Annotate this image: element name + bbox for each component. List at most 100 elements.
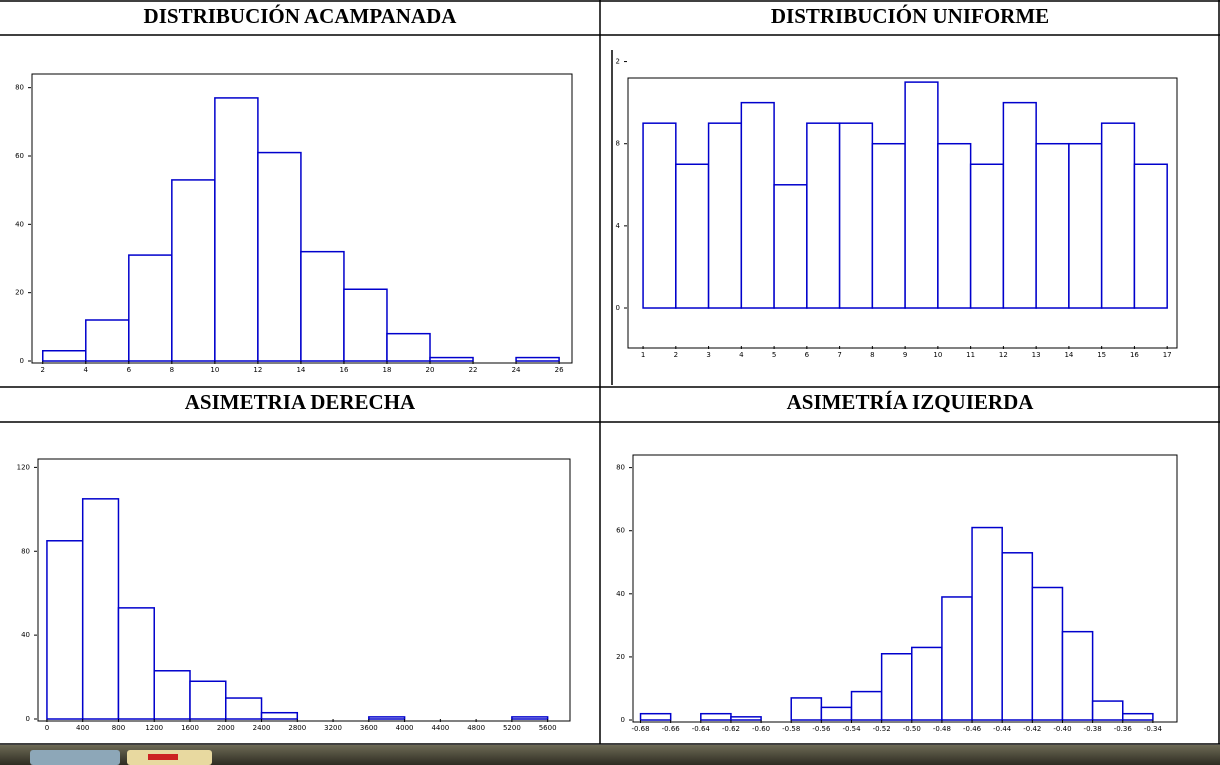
bar bbox=[675, 163, 710, 309]
y-tick-label: 8 bbox=[616, 140, 620, 148]
bar bbox=[850, 690, 883, 721]
bar bbox=[85, 319, 130, 362]
bar bbox=[1002, 101, 1037, 309]
x-tick-label: 5 bbox=[772, 351, 776, 359]
x-tick-label: 11 bbox=[966, 351, 975, 359]
x-tick-label: 10 bbox=[933, 351, 942, 359]
bar bbox=[386, 332, 431, 362]
bar bbox=[1122, 712, 1154, 721]
bar bbox=[117, 607, 155, 720]
bar bbox=[1061, 630, 1094, 721]
bar bbox=[941, 596, 973, 721]
plot-frame bbox=[31, 73, 573, 364]
bar bbox=[642, 122, 677, 309]
x-tick-label: 1 bbox=[641, 351, 645, 359]
bar bbox=[257, 151, 302, 362]
bar bbox=[969, 163, 1005, 309]
y-tick-label: 2 bbox=[616, 58, 620, 66]
bar bbox=[730, 716, 762, 721]
x-tick-label: -0.64 bbox=[692, 725, 711, 733]
x-tick-label: 4 bbox=[84, 366, 89, 374]
x-tick-label: 4000 bbox=[396, 724, 414, 732]
bar bbox=[773, 184, 808, 309]
x-tick-label: 10 bbox=[210, 366, 219, 374]
y-tick-label: 60 bbox=[616, 527, 625, 535]
x-tick-label: 2000 bbox=[217, 724, 235, 732]
x-tick-label: 2 bbox=[41, 366, 45, 374]
y-tick-label: 80 bbox=[616, 464, 625, 472]
taskbar-button[interactable] bbox=[30, 750, 120, 765]
y-tick-label: 20 bbox=[616, 653, 625, 661]
x-tick-label: 17 bbox=[1163, 351, 1172, 359]
bar bbox=[429, 356, 474, 362]
x-tick-label: 8 bbox=[870, 351, 874, 359]
chart-title: DISTRIBUCIÓN UNIFORME bbox=[771, 4, 1049, 28]
x-tick-label: -0.34 bbox=[1144, 725, 1163, 733]
bar bbox=[880, 653, 913, 721]
bar bbox=[911, 646, 943, 721]
bar bbox=[904, 81, 939, 309]
x-tick-label: -0.38 bbox=[1084, 725, 1102, 733]
bar bbox=[1035, 142, 1070, 309]
bar bbox=[42, 350, 87, 362]
chart-title: ASIMETRÍA IZQUIERDA bbox=[787, 390, 1035, 414]
y-tick-label: 0 bbox=[20, 357, 24, 365]
x-tick-label: 15 bbox=[1097, 351, 1106, 359]
bar bbox=[820, 706, 853, 721]
x-tick-label: 6 bbox=[127, 366, 132, 374]
bar bbox=[153, 670, 191, 720]
bar bbox=[189, 680, 227, 720]
x-tick-label: 16 bbox=[339, 366, 348, 374]
x-tick-label: 18 bbox=[383, 366, 392, 374]
bar bbox=[81, 498, 120, 720]
y-tick-label: 20 bbox=[15, 289, 24, 297]
bar bbox=[937, 142, 972, 309]
bar bbox=[806, 122, 841, 309]
y-tick-label: 0 bbox=[616, 304, 620, 312]
bar bbox=[639, 712, 672, 721]
plot-frame bbox=[37, 458, 571, 722]
x-tick-label: 5200 bbox=[503, 724, 521, 732]
x-tick-label: -0.46 bbox=[963, 725, 982, 733]
bar bbox=[214, 97, 259, 362]
bar bbox=[700, 712, 732, 721]
bar bbox=[1068, 142, 1103, 309]
x-tick-label: -0.56 bbox=[812, 725, 831, 733]
bar bbox=[300, 250, 345, 362]
x-tick-label: 26 bbox=[555, 366, 564, 374]
bar bbox=[871, 142, 906, 309]
y-tick-label: 40 bbox=[15, 220, 24, 228]
plot-frame bbox=[632, 454, 1178, 723]
x-tick-label: 12 bbox=[999, 351, 1008, 359]
x-tick-label: -0.44 bbox=[993, 725, 1012, 733]
x-tick-label: 400 bbox=[76, 724, 89, 732]
x-tick-label: 8 bbox=[170, 366, 174, 374]
taskbar bbox=[0, 745, 1220, 765]
bar bbox=[838, 122, 874, 309]
x-tick-label: 2400 bbox=[253, 724, 271, 732]
x-tick-label: 12 bbox=[253, 366, 262, 374]
chart-title: ASIMETRIA DERECHA bbox=[185, 390, 416, 414]
x-tick-label: 800 bbox=[112, 724, 125, 732]
bar bbox=[368, 716, 406, 720]
x-tick-label: -0.60 bbox=[752, 725, 770, 733]
bar bbox=[790, 697, 823, 721]
x-tick-label: 4400 bbox=[431, 724, 449, 732]
bar bbox=[260, 711, 299, 720]
y-tick-label: 40 bbox=[21, 631, 30, 639]
x-tick-label: -0.54 bbox=[842, 725, 861, 733]
bar bbox=[971, 526, 1003, 721]
bar bbox=[128, 254, 173, 362]
x-tick-label: 2 bbox=[674, 351, 678, 359]
x-tick-label: -0.58 bbox=[782, 725, 800, 733]
bar bbox=[1031, 586, 1064, 721]
bar bbox=[1133, 163, 1168, 309]
bar bbox=[225, 697, 263, 720]
y-tick-label: 4 bbox=[616, 222, 621, 230]
x-tick-label: 5600 bbox=[539, 724, 557, 732]
x-tick-label: 7 bbox=[837, 351, 841, 359]
x-tick-label: -0.66 bbox=[662, 725, 681, 733]
x-tick-label: 6 bbox=[805, 351, 810, 359]
